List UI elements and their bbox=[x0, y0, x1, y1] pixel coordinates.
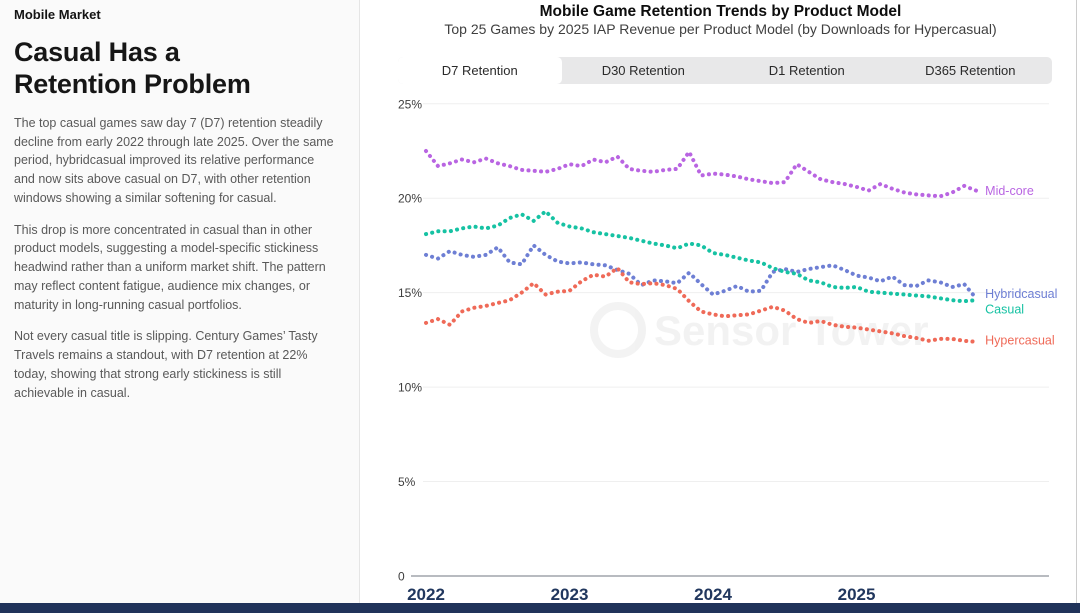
sidebar: Mobile Market Casual Has a Retention Pro… bbox=[0, 0, 360, 603]
series-line-hybridcasual bbox=[424, 243, 979, 301]
y-tick-label: 0 bbox=[398, 570, 405, 584]
retention-window-tabs: D7 Retention D30 Retention D1 Retention … bbox=[398, 57, 1052, 84]
x-tick-label: 2025 bbox=[838, 585, 876, 603]
series-line-casual bbox=[424, 209, 979, 304]
tab-d1-retention[interactable]: D1 Retention bbox=[768, 63, 845, 78]
watermark-text: Sensor Tower bbox=[654, 307, 929, 354]
sidebar-paragraph-2: This drop is more concentrated in casual… bbox=[14, 222, 326, 312]
y-tick-label: 5% bbox=[398, 475, 416, 489]
series-label-casual: Casual bbox=[985, 303, 1024, 317]
footer-bar bbox=[0, 603, 1080, 613]
series-label-hypercasual: Hypercasual bbox=[985, 333, 1054, 347]
retention-trend-chart: 25% 20% 15% 10% 5% 0 Sensor Tower 2022 2023 2024 2… bbox=[398, 97, 1057, 603]
chart-subtitle: Top 25 Games by 2025 IAP Revenue per Pro… bbox=[444, 21, 997, 37]
sidebar-eyebrow: Mobile Market bbox=[14, 7, 101, 22]
x-tick-label: 2024 bbox=[694, 585, 732, 603]
sidebar-paragraph-1: The top casual games saw day 7 (D7) rete… bbox=[14, 115, 334, 205]
sidebar-headline: Casual Has a Retention Problem bbox=[14, 37, 251, 100]
series-line-hypercasual bbox=[424, 266, 979, 344]
chart-panel: Mobile Game Retention Trends by Product … bbox=[361, 0, 1080, 603]
x-tick-label: 2023 bbox=[551, 585, 589, 603]
chart-title: Mobile Game Retention Trends by Product … bbox=[539, 3, 902, 20]
tab-d365-retention[interactable]: D365 Retention bbox=[925, 63, 1016, 78]
sensor-tower-watermark: Sensor Tower bbox=[590, 302, 929, 358]
watermark-logo-icon bbox=[590, 302, 646, 358]
series-label-mid-core: Mid-core bbox=[985, 184, 1034, 198]
y-tick-label: 25% bbox=[398, 97, 422, 111]
series-line-mid-core bbox=[424, 149, 979, 199]
tab-d30-retention[interactable]: D30 Retention bbox=[601, 63, 685, 78]
series-label-hybridcasual: Hybridcasual bbox=[985, 287, 1057, 301]
sidebar-paragraph-3: Not every casual title is slipping. Cent… bbox=[14, 329, 318, 400]
y-tick-label: 10% bbox=[398, 381, 422, 395]
x-tick-label: 2022 bbox=[407, 585, 445, 603]
y-tick-label: 15% bbox=[398, 286, 422, 300]
tab-d7-retention[interactable]: D7 Retention bbox=[398, 57, 562, 84]
panel-right-border bbox=[1076, 0, 1077, 603]
y-tick-label: 20% bbox=[398, 192, 422, 206]
